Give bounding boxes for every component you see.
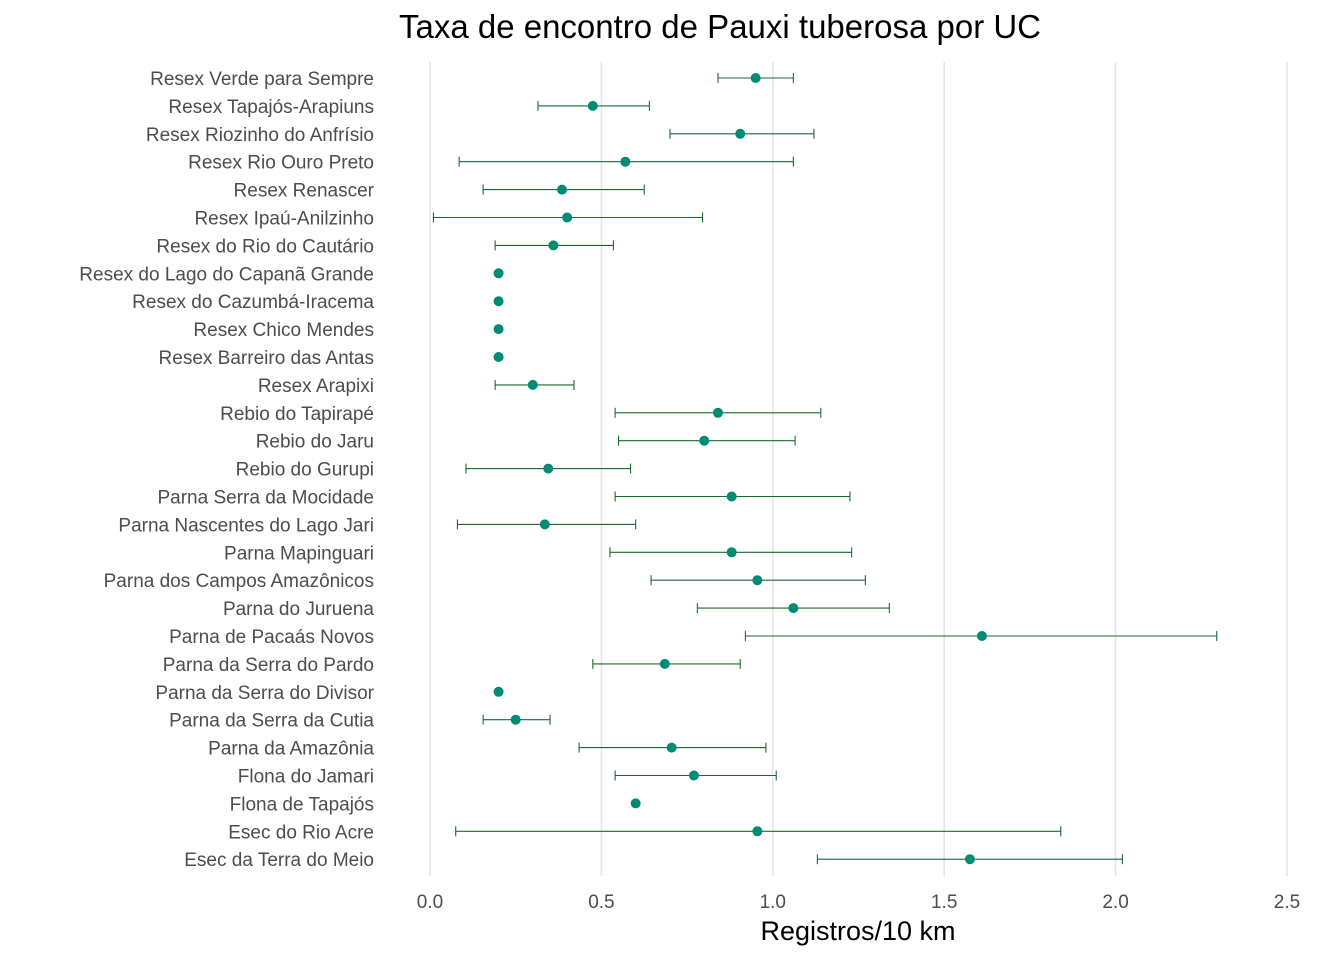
y-tick-label: Parna da Serra da Cutia [169,711,374,732]
y-tick-label: Parna Serra da Mocidade [157,488,374,509]
y-tick-label: Flona de Tapajós [230,794,374,815]
y-tick-label: Resex Riozinho do Anfrísio [146,125,374,146]
y-tick-label: Parna da Amazônia [208,739,374,760]
y-tick-label: Esec do Rio Acre [228,822,374,843]
x-tick-label: 0.0 [417,892,443,913]
data-point [493,324,504,335]
y-tick-label: Rebio do Jaru [256,432,374,453]
data-point [620,156,631,167]
data-point [539,519,550,530]
y-tick-label: Flona do Jamari [238,767,374,788]
data-point [493,686,504,697]
y-tick-label: Resex do Cazumbá-Iracema [132,292,374,313]
y-tick-label: Parna da Serra do Pardo [163,655,374,676]
y-axis-labels: Resex Verde para Sempre Resex Tapajós-Ara… [79,69,374,871]
y-tick-label: Resex Barreiro das Antas [159,348,374,369]
data-point [510,714,521,725]
data-points [493,73,987,865]
data-point [788,603,799,614]
data-point [493,296,504,307]
x-axis-title: Registros/10 km [760,916,955,946]
data-point [493,352,504,362]
data-point [712,407,723,418]
data-point [726,491,737,502]
data-point [562,212,573,223]
data-point [543,463,554,474]
x-tick-label: 1.5 [931,892,957,913]
y-tick-label: Resex Rio Ouro Preto [188,153,374,174]
y-tick-label: Resex Tapajós-Arapiuns [168,97,374,118]
chart-title: Taxa de encontro de Pauxi tuberosa por U… [398,8,1042,45]
data-point [527,379,538,390]
y-tick-label: Resex Renascer [234,181,375,202]
y-tick-label: Esec da Terra do Meio [184,850,374,871]
x-tick-label: 2.0 [1102,892,1128,913]
x-tick-label: 0.5 [588,892,614,913]
data-point [735,128,746,139]
data-point [699,435,710,446]
x-tick-label: 2.5 [1274,892,1300,913]
x-tick-label: 1.0 [760,892,786,913]
data-point [750,73,761,83]
y-tick-label: Parna Mapinguari [224,543,374,564]
data-point [726,547,737,558]
y-tick-label: Rebio do Tapirapé [220,404,374,425]
data-point [630,798,641,809]
data-point [976,631,987,641]
x-axis-ticks: 0.0 0.5 1.0 1.5 2.0 2.5 [417,892,1300,913]
data-point [688,770,699,781]
y-tick-label: Rebio do Gurupi [236,460,374,481]
y-tick-label: Parna dos Campos Amazônicos [104,571,374,592]
y-tick-label: Resex Chico Mendes [193,320,374,341]
y-tick-label: Resex Verde para Sempre [150,69,374,90]
data-point [752,575,763,586]
data-point [548,240,559,251]
data-point [587,100,598,111]
data-point [659,658,670,669]
y-tick-label: Parna do Juruena [223,599,374,620]
y-tick-label: Parna de Pacaás Novos [169,627,374,648]
y-tick-label: Parna da Serra do Divisor [155,683,374,704]
data-point [556,184,567,195]
data-point [493,268,504,279]
data-point [666,742,677,753]
y-tick-label: Resex do Lago do Capanã Grande [79,264,374,285]
data-point [964,854,975,865]
y-tick-label: Parna Nascentes do Lago Jari [118,515,374,536]
y-tick-label: Resex Arapixi [258,376,374,397]
y-tick-label: Resex do Rio do Cautário [156,236,374,257]
data-point [752,826,763,837]
y-tick-label: Resex Ipaú-Anilzinho [194,209,374,230]
